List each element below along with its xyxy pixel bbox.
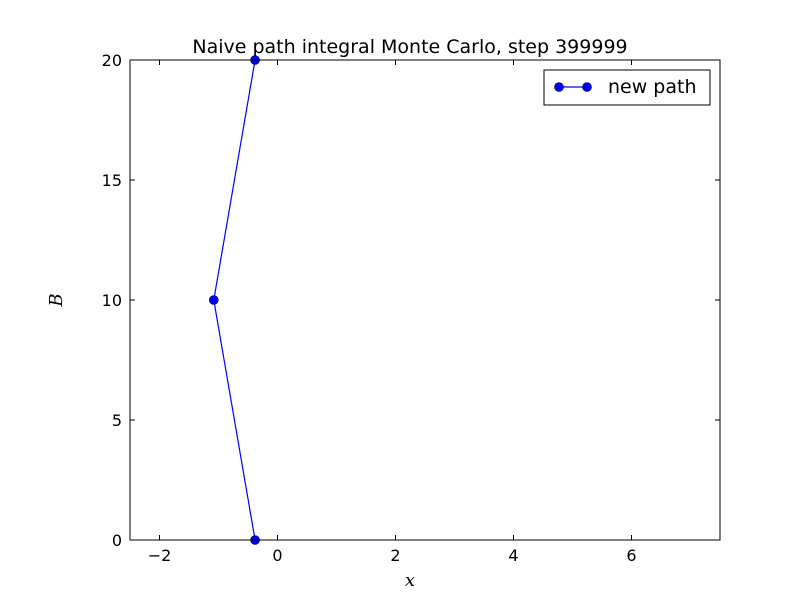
- y-tick-label: 10: [102, 291, 122, 310]
- x-axis-label: x: [405, 570, 415, 591]
- legend-box: [543, 69, 711, 106]
- x-tick-label: −2: [148, 546, 172, 565]
- x-tick-label: 0: [272, 546, 282, 565]
- y-tick-label: 5: [112, 411, 122, 430]
- series-line-new-path: [213, 59, 256, 541]
- y-tick-label: 15: [102, 171, 122, 190]
- y-tick-label: 20: [102, 51, 122, 70]
- legend: new path: [543, 69, 711, 106]
- y-axis-label: B: [46, 293, 67, 307]
- x-tick-label: 6: [626, 546, 636, 565]
- x-tick-label: 4: [508, 546, 518, 565]
- x-tick-label: 2: [390, 546, 400, 565]
- legend-marker-right: [582, 82, 592, 92]
- legend-marker-left: [554, 82, 564, 92]
- chart-title: Naive path integral Monte Carlo, step 39…: [192, 36, 627, 58]
- ticks-layer: −2 0 2 4 6 0 5 10 15 20: [102, 51, 720, 565]
- plot-frame: [129, 59, 721, 541]
- series-layer: [208, 55, 260, 545]
- legend-label: new path: [608, 76, 697, 98]
- data-point: [208, 295, 219, 305]
- y-tick-label: 0: [112, 531, 122, 550]
